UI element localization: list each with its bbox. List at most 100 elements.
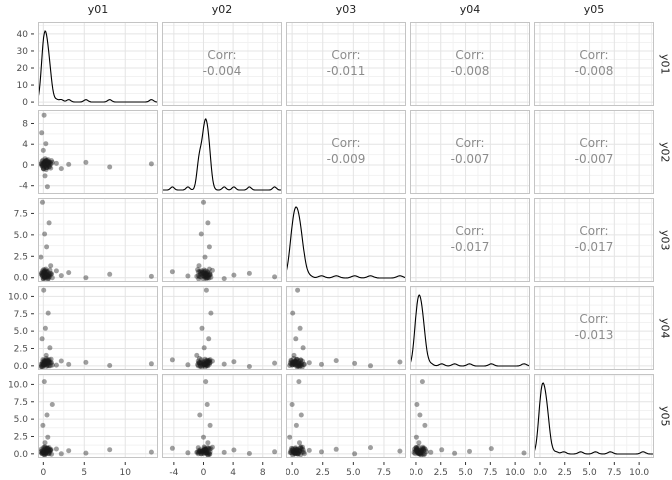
corr-label: Corr: bbox=[455, 224, 484, 238]
panel-y01-y03: Corr: -0.011 bbox=[286, 22, 406, 106]
y-tick-label: 10.0 bbox=[8, 380, 28, 390]
corr-value: -0.008 bbox=[575, 64, 614, 78]
x-tick-label: 8 bbox=[260, 468, 266, 478]
y-tick-label: 10 bbox=[17, 81, 29, 91]
x-axis-svg-y04: 0.0 2.5 5.0 7.5 10.0 bbox=[410, 462, 525, 478]
y-tick-label: 2.5 bbox=[14, 252, 28, 262]
x-tick-label: 5 bbox=[81, 468, 87, 478]
x-tick-label: 4 bbox=[230, 468, 236, 478]
x-axis-y05: 0.0 2.5 5.0 7.5 10.0 bbox=[534, 462, 654, 480]
x-tick-label: 5.0 bbox=[458, 468, 473, 478]
panel-svg-y02-y04: Corr: -0.007 bbox=[410, 110, 530, 194]
strip-top-y02: y02 bbox=[211, 2, 233, 16]
x-tick-label: 7.5 bbox=[377, 468, 391, 478]
panel-y02-y03: Corr: -0.009 bbox=[286, 110, 406, 194]
panel-svg-y03-y03 bbox=[286, 198, 406, 282]
panel-svg-y03-y01 bbox=[38, 198, 158, 282]
panel-svg-y05-y02 bbox=[162, 374, 282, 458]
panel-svg-y01-y02: Corr: -0.004 bbox=[162, 22, 282, 106]
strip-right-y01: y01 bbox=[658, 53, 672, 75]
panel-svg-y05-y03 bbox=[286, 374, 406, 458]
x-axis-y01: 0 5 10 bbox=[38, 462, 158, 480]
y-axis-y04: 0.0 2.5 5.0 7.5 10.0 bbox=[0, 286, 34, 370]
panel-svg-y02-y05: Corr: -0.007 bbox=[534, 110, 654, 194]
x-axis-y03: 0.0 2.5 5.0 7.5 bbox=[286, 462, 406, 480]
panel-y03-y03 bbox=[286, 198, 406, 282]
x-axis-y04: 0.0 2.5 5.0 7.5 10.0 bbox=[410, 462, 530, 480]
corner-top-right bbox=[658, 0, 672, 18]
panel-y05-y02 bbox=[162, 374, 282, 458]
panel-svg-y04-y05: Corr: -0.013 bbox=[534, 286, 654, 370]
x-axis-svg-y02: -4 0 4 8 bbox=[169, 462, 266, 478]
y-tick-label: 5.0 bbox=[14, 415, 29, 425]
y-tick-label: 0 bbox=[22, 161, 28, 171]
panel-y01-y05: Corr: -0.008 bbox=[534, 22, 654, 106]
x-tick-label: 10.0 bbox=[629, 468, 649, 478]
corr-value: -0.009 bbox=[327, 152, 366, 166]
y-axis-svg-y05: 0.0 2.5 5.0 7.5 10.0 bbox=[8, 380, 34, 458]
x-tick-label: 5.0 bbox=[346, 468, 361, 478]
panel-y05-y03 bbox=[286, 374, 406, 458]
x-tick-label: 10.0 bbox=[505, 468, 525, 478]
corr-label: Corr: bbox=[455, 48, 484, 62]
y-axis-y02: -4 0 4 8 bbox=[0, 110, 34, 194]
panel-y02-y05: Corr: -0.007 bbox=[534, 110, 654, 194]
panel-y03-y05: Corr: -0.017 bbox=[534, 198, 654, 282]
x-tick-label: -4 bbox=[169, 468, 178, 478]
corr-label: Corr: bbox=[455, 136, 484, 150]
y-axis-svg-y02: -4 0 4 8 bbox=[19, 119, 34, 192]
panel-svg-y03-y05: Corr: -0.017 bbox=[534, 198, 654, 282]
y-tick-label: 0.0 bbox=[14, 450, 29, 458]
y-tick-label: 0.0 bbox=[14, 362, 29, 370]
y-axis-y05: 0.0 2.5 5.0 7.5 10.0 bbox=[0, 374, 34, 458]
y-tick-label: 7.5 bbox=[14, 310, 28, 320]
strip-right-y04: y04 bbox=[658, 317, 672, 339]
corr-value: -0.008 bbox=[451, 64, 490, 78]
x-tick-label: 7.5 bbox=[607, 468, 621, 478]
corr-value: -0.007 bbox=[451, 152, 490, 166]
y-tick-label: 8 bbox=[22, 119, 28, 129]
panel-y05-y04 bbox=[410, 374, 530, 458]
y-tick-label: 5.0 bbox=[14, 231, 29, 241]
panel-y04-y04 bbox=[410, 286, 530, 370]
y-axis-svg-y04: 0.0 2.5 5.0 7.5 10.0 bbox=[8, 292, 34, 370]
x-tick-label: 2.5 bbox=[558, 468, 572, 478]
corr-value: -0.004 bbox=[203, 64, 242, 78]
corner-bottom-left bbox=[0, 462, 34, 480]
x-tick-label: 0 bbox=[201, 468, 207, 478]
y-tick-label: 0 bbox=[22, 98, 28, 106]
strip-right-y03: y03 bbox=[658, 229, 672, 251]
panel-y02-y01 bbox=[38, 110, 158, 194]
y-tick-label: 7.5 bbox=[14, 398, 28, 408]
corner-top-left bbox=[0, 0, 34, 18]
corr-label: Corr: bbox=[331, 48, 360, 62]
panel-svg-y03-y04: Corr: -0.017 bbox=[410, 198, 530, 282]
strip-top-y04: y04 bbox=[459, 2, 481, 16]
panel-y04-y05: Corr: -0.013 bbox=[534, 286, 654, 370]
panel-svg-y05-y04 bbox=[410, 374, 530, 458]
y-tick-label: 2.5 bbox=[14, 344, 28, 354]
x-tick-label: 0.0 bbox=[410, 468, 423, 478]
y-tick-label: 7.5 bbox=[14, 209, 28, 219]
panel-svg-y01-y05: Corr: -0.008 bbox=[534, 22, 654, 106]
y-tick-label: 20 bbox=[17, 64, 29, 74]
y-tick-label: 10.0 bbox=[8, 292, 28, 302]
corr-label: Corr: bbox=[579, 312, 608, 326]
y-axis-svg-y01: 0 10 20 30 40 bbox=[17, 30, 34, 106]
panel-y04-y03 bbox=[286, 286, 406, 370]
x-axis-y02: -4 0 4 8 bbox=[162, 462, 282, 480]
corr-label: Corr: bbox=[207, 48, 236, 62]
corr-value: -0.013 bbox=[575, 328, 614, 342]
strip-top-y03: y03 bbox=[335, 2, 357, 16]
strip-top-y01: y01 bbox=[87, 2, 109, 16]
panel-y04-y02 bbox=[162, 286, 282, 370]
panel-svg-y01-y01 bbox=[38, 22, 158, 106]
panel-svg-y01-y03: Corr: -0.011 bbox=[286, 22, 406, 106]
strip-top-y05: y05 bbox=[583, 2, 605, 16]
x-axis-svg-y01: 0 5 10 bbox=[40, 462, 131, 478]
y-axis-y01: 0 10 20 30 40 bbox=[0, 22, 34, 106]
x-tick-label: 2.5 bbox=[434, 468, 448, 478]
corner-bottom-right bbox=[658, 462, 672, 480]
corr-label: Corr: bbox=[331, 136, 360, 150]
y-tick-label: 4 bbox=[22, 140, 28, 150]
